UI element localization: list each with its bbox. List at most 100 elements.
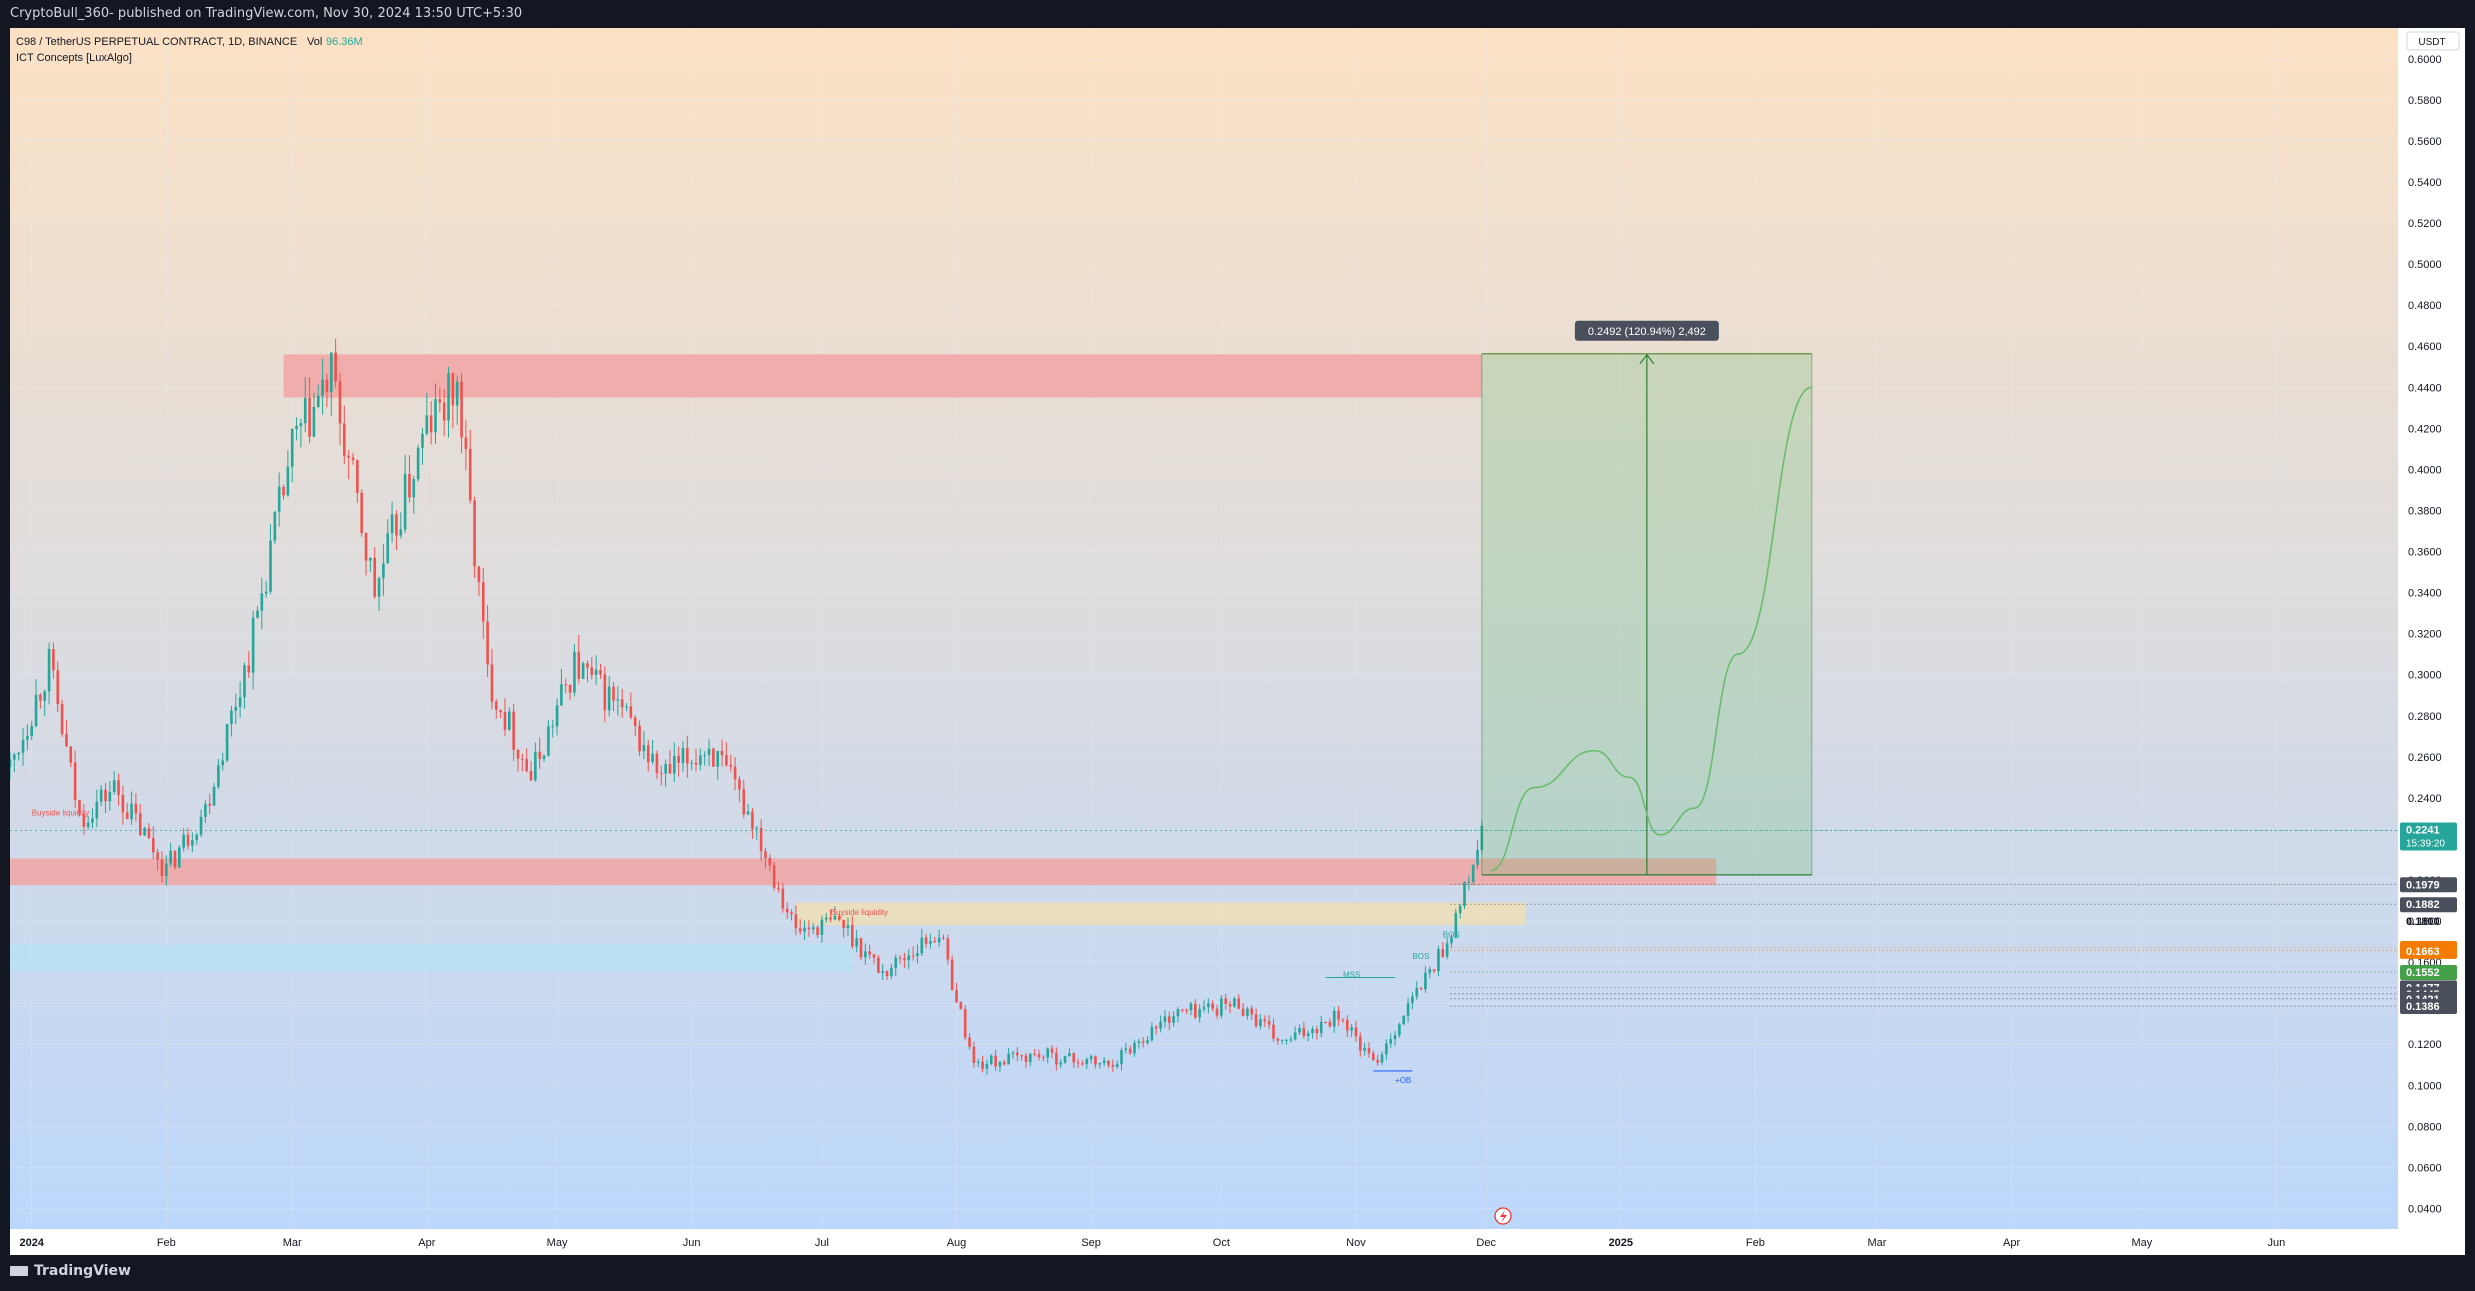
candle-body (338, 381, 342, 424)
candle-body (1332, 1010, 1336, 1027)
candle-body (586, 663, 589, 668)
candle-body (1471, 864, 1475, 882)
tradingview-logo[interactable]: TradingView (10, 1263, 131, 1279)
candle-body (503, 712, 507, 730)
candle-body (772, 865, 776, 888)
candle-body (829, 917, 832, 920)
candle-body (1324, 1021, 1327, 1023)
lightning-icon[interactable] (1494, 1207, 1512, 1225)
y-tick-label: 0.1000 (2408, 1080, 2442, 1092)
tradingview-mark-icon (10, 1266, 28, 1276)
measure-label: 0.2492 (120.94%) 2,492 (1588, 326, 1706, 338)
candle-body (277, 486, 281, 512)
candle-body (1389, 1039, 1393, 1044)
candle-body (1441, 949, 1445, 957)
candle-body (620, 699, 624, 708)
y-tick-label: 0.3200 (2408, 629, 2442, 641)
candle-body (1411, 996, 1414, 1004)
y-tick-label: 0.0400 (2408, 1203, 2442, 1215)
indicator-name[interactable]: ICT Concepts [LuxAlgo] (16, 52, 132, 64)
candle-body (1159, 1021, 1162, 1029)
candle-body (794, 914, 798, 929)
y-tick-label: 0.6000 (2408, 54, 2442, 66)
chart-area[interactable]: Buyside liquidity Buyside liquidity MSS +OB… (10, 28, 2465, 1255)
price-label-value: 0.1552 (2406, 967, 2440, 979)
candle-body (369, 557, 372, 561)
candle-body (785, 908, 789, 913)
candle-body (529, 771, 533, 781)
candle-body (312, 406, 316, 437)
price-label-value: 0.1663 (2406, 946, 2440, 958)
candle-body (212, 786, 216, 806)
brand-text: TradingView (34, 1263, 131, 1279)
candle-body (86, 822, 90, 827)
grid-layer (10, 28, 2398, 1229)
candle-body (898, 957, 902, 959)
candle-body (933, 941, 937, 943)
candle-body (1189, 1003, 1193, 1011)
price-label-box (2400, 897, 2457, 913)
candle-body (629, 706, 633, 718)
candle-body (160, 859, 164, 877)
candle-body (195, 834, 199, 841)
candle-body (1215, 1008, 1219, 1016)
candle-body (603, 674, 607, 711)
candle-body (334, 352, 337, 382)
plot-background (10, 28, 2398, 1229)
candle-body (1406, 1003, 1410, 1016)
candle-body (1250, 1008, 1254, 1015)
candle-body (47, 649, 51, 692)
candle-body (1063, 1056, 1067, 1063)
y-tick-label: 0.2400 (2408, 793, 2442, 805)
price-label-layer: 0.224115:39:200.19790.18820.18000.16690.… (1450, 822, 2457, 1015)
candle-body (1172, 1016, 1175, 1023)
candle-body (138, 813, 142, 836)
candle-body (21, 739, 25, 753)
candle-body (924, 937, 928, 944)
candle-body (742, 789, 746, 815)
symbol-line[interactable]: C98 / TetherUS PERPETUAL CONTRACT, 1D, B… (16, 36, 297, 48)
candle-body (981, 1061, 984, 1069)
y-tick-label: 0.0800 (2408, 1121, 2442, 1133)
candle-body (855, 938, 858, 947)
candle-body (842, 919, 845, 929)
candle-body (1476, 849, 1479, 865)
candle-body (625, 706, 628, 708)
candle-body (594, 669, 598, 675)
candle-body (143, 828, 146, 836)
currency-label: USDT (2418, 37, 2445, 48)
candle-body (30, 726, 34, 736)
candle-body (690, 762, 693, 764)
candle-body (1180, 1009, 1184, 1011)
candle-body (173, 850, 177, 868)
candle-body (1254, 1014, 1258, 1027)
price-label-box (2400, 964, 2457, 980)
y-tick-label: 0.3600 (2408, 547, 2442, 559)
candle-body (182, 834, 185, 848)
candle-body (703, 754, 706, 756)
candle-body (525, 759, 528, 772)
candle-body (1068, 1053, 1071, 1057)
candle-body (1150, 1026, 1154, 1041)
price-label-value: 0.2241 (2406, 825, 2440, 837)
x-tick-label: May (2131, 1237, 2152, 1249)
candle-body (686, 747, 689, 764)
candle-body (1163, 1016, 1167, 1022)
candle-body (668, 763, 672, 774)
candle-body (820, 919, 824, 935)
candle-body (1341, 1019, 1345, 1021)
candle-body (395, 514, 398, 536)
candle-body (1220, 998, 1223, 1016)
candle-body (590, 667, 594, 675)
candle-body (26, 735, 29, 740)
candle-body (121, 795, 125, 813)
chart-svg[interactable]: Buyside liquidity Buyside liquidity MSS +OB… (10, 28, 2465, 1255)
candle-body (1280, 1040, 1284, 1042)
candle-body (343, 423, 346, 456)
currency-box[interactable] (2406, 31, 2460, 51)
candle-body (34, 694, 38, 727)
annotation-label: Buyside liquidity (32, 808, 89, 817)
candle-body (920, 937, 924, 954)
candle-body (777, 887, 780, 889)
candle-body (1042, 1057, 1045, 1059)
